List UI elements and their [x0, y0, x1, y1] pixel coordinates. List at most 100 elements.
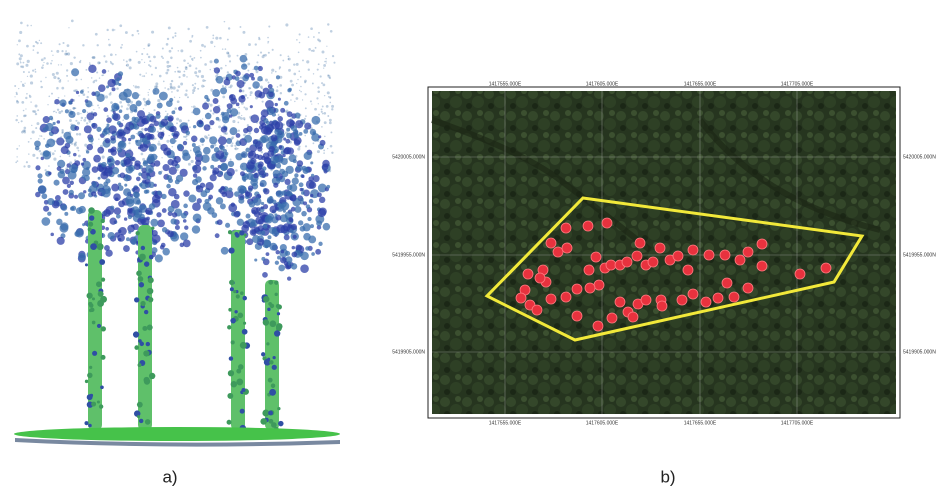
point: [190, 56, 192, 58]
point: [321, 111, 323, 113]
point: [180, 49, 183, 52]
point: [302, 59, 304, 61]
point: [201, 44, 204, 47]
point: [136, 200, 141, 205]
point: [14, 96, 15, 97]
tree-marker: [701, 297, 711, 307]
point: [242, 74, 243, 75]
point: [176, 122, 178, 124]
point: [304, 93, 306, 95]
point: [127, 104, 130, 107]
point: [126, 237, 130, 241]
point: [162, 208, 167, 213]
point: [202, 103, 209, 110]
point: [308, 69, 310, 71]
point: [310, 27, 313, 30]
point: [254, 258, 257, 261]
point: [204, 45, 206, 47]
point: [269, 419, 274, 424]
point: [105, 227, 109, 231]
point: [205, 182, 213, 190]
point: [263, 296, 269, 302]
point: [96, 281, 102, 287]
point: [24, 114, 26, 116]
point: [26, 161, 28, 163]
point: [267, 235, 271, 239]
point: [139, 183, 143, 187]
point: [288, 58, 290, 60]
point: [313, 73, 314, 74]
point: [300, 226, 306, 232]
point: [202, 118, 203, 119]
point: [78, 192, 85, 199]
point: [55, 195, 61, 201]
point: [291, 263, 297, 269]
point: [217, 219, 223, 225]
tree-marker: [655, 243, 665, 253]
point: [85, 263, 88, 266]
point: [243, 221, 250, 228]
point: [154, 184, 157, 187]
point: [26, 93, 28, 95]
point: [157, 131, 159, 133]
point: [240, 409, 245, 414]
point: [92, 297, 95, 300]
point: [28, 141, 30, 143]
point: [53, 76, 56, 79]
ground: [14, 427, 340, 441]
point: [212, 37, 214, 39]
point: [43, 138, 45, 140]
point: [206, 26, 209, 29]
point: [80, 113, 81, 114]
point: [139, 282, 144, 287]
point: [323, 223, 331, 231]
point: [275, 293, 278, 296]
tree-marker: [713, 293, 723, 303]
point: [191, 136, 197, 142]
point: [155, 85, 158, 88]
point: [298, 220, 303, 225]
tree-marker: [602, 218, 612, 228]
point: [148, 297, 153, 302]
point: [116, 87, 119, 90]
point: [33, 49, 35, 51]
point: [18, 53, 20, 55]
point: [107, 79, 115, 87]
point: [149, 134, 155, 140]
point: [169, 127, 175, 133]
point: [171, 80, 173, 82]
point: [204, 63, 207, 66]
point: [73, 153, 77, 157]
point: [296, 63, 299, 66]
coord-label: 5419955.000N: [392, 252, 425, 258]
point: [293, 63, 295, 65]
point: [237, 80, 245, 88]
point: [151, 247, 157, 253]
point: [60, 79, 62, 81]
point: [317, 150, 320, 153]
point: [71, 68, 79, 76]
point: [322, 106, 324, 108]
point: [61, 50, 63, 52]
point: [143, 108, 144, 109]
point: [227, 103, 233, 109]
tree-marker: [704, 250, 714, 260]
point: [48, 96, 50, 98]
point: [135, 86, 138, 89]
point: [158, 171, 162, 175]
point: [143, 75, 145, 77]
point: [250, 91, 253, 94]
point: [169, 98, 173, 102]
tree-marker: [583, 221, 593, 231]
point: [278, 265, 285, 272]
point: [226, 138, 232, 144]
point: [91, 191, 96, 196]
tree-marker: [572, 284, 582, 294]
point: [263, 118, 268, 123]
point: [183, 190, 189, 196]
tree-marker: [615, 297, 625, 307]
point: [60, 64, 61, 65]
point: [92, 351, 97, 356]
point: [268, 92, 274, 98]
point: [174, 71, 176, 73]
